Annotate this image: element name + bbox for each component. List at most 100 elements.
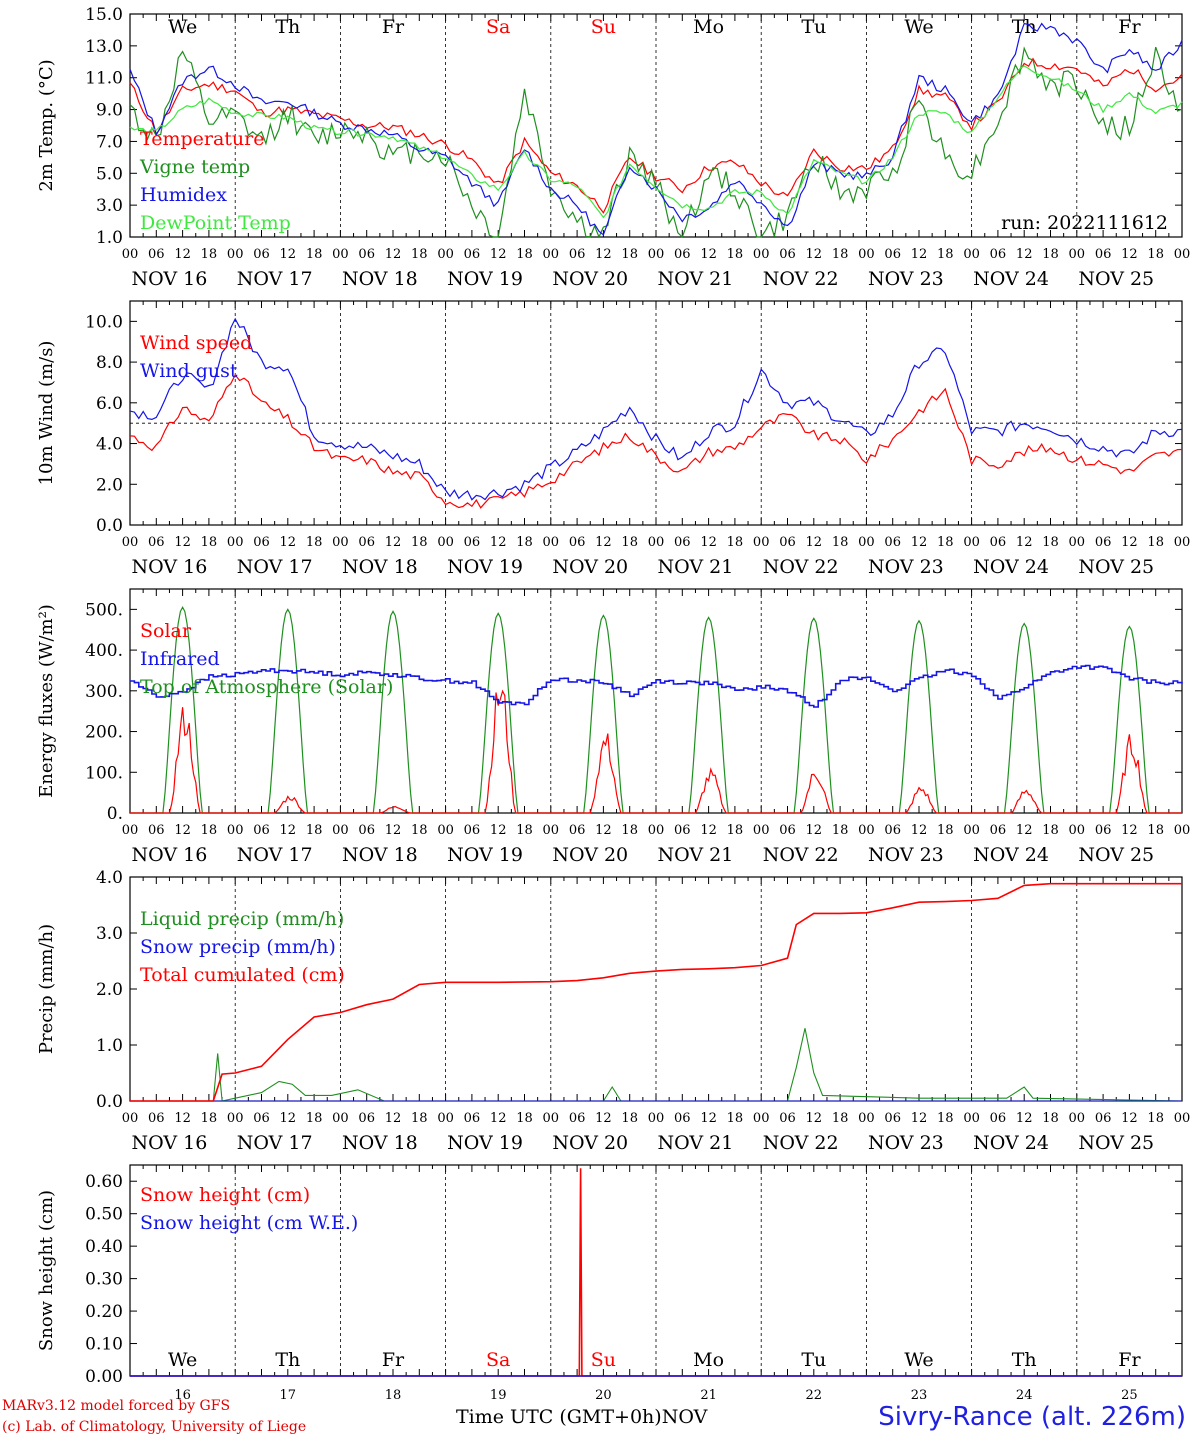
hour-tick-label: 18 (306, 247, 323, 262)
hour-tick-label: 12 (1121, 247, 1138, 262)
hour-tick-label: 12 (490, 1111, 507, 1126)
y-tick-label: 100. (85, 763, 123, 783)
hour-tick-label: 06 (1095, 1111, 1112, 1126)
hour-tick-label: 00 (227, 247, 244, 262)
panel-precip: 0.0 1.0 2.0 3.0 4.0 Precip (mm/h) 00 06 12 18 NOV … (36, 868, 1190, 1154)
hour-tick-label: 00 (1069, 823, 1086, 838)
y-tick-label: 2.0 (96, 475, 123, 495)
hour-tick-label: 12 (1121, 1111, 1138, 1126)
hour-tick-label: 00 (753, 1111, 770, 1126)
date-label: NOV 16 (132, 844, 208, 866)
legend-entry: Vigne temp (139, 156, 250, 178)
hour-tick-label: 00 (648, 1111, 665, 1126)
weekday-label-bottom: We (168, 1349, 197, 1371)
date-label: NOV 21 (658, 1132, 734, 1154)
hour-tick-label: 06 (779, 247, 796, 262)
hour-tick-label: 00 (122, 1111, 139, 1126)
hour-tick-label: 06 (464, 1111, 481, 1126)
hour-tick-label: 18 (832, 823, 849, 838)
hour-tick-label: 12 (700, 823, 717, 838)
date-label: NOV 25 (1078, 556, 1154, 578)
y-tick-label: 0.30 (85, 1270, 123, 1290)
hour-tick-label: 06 (674, 823, 691, 838)
hour-tick-label: 00 (753, 247, 770, 262)
hour-tick-label: 12 (1016, 823, 1033, 838)
hour-tick-label: 18 (1042, 247, 1059, 262)
y-tick-label: 4.0 (96, 435, 123, 455)
y-tick-label: 0.10 (85, 1335, 123, 1355)
date-label: NOV 21 (658, 844, 734, 866)
day-number-label: 22 (806, 1388, 823, 1403)
date-label: NOV 23 (868, 268, 944, 290)
hour-tick-label: 12 (490, 247, 507, 262)
weekday-label-bottom: Tu (801, 1349, 826, 1371)
hour-tick-label: 18 (1147, 247, 1164, 262)
hour-tick-label: 06 (1095, 247, 1112, 262)
temp-series-line (129, 57, 1183, 214)
hour-tick-label: 18 (937, 535, 954, 550)
y-tick-label: 1.0 (96, 1036, 123, 1056)
hour-tick-label: 00 (1069, 247, 1086, 262)
hour-tick-label: 18 (621, 1111, 638, 1126)
date-label: NOV 18 (342, 1132, 418, 1154)
weekday-label-bottom: Fr (382, 1349, 405, 1371)
hour-tick-label: 06 (779, 823, 796, 838)
date-label: NOV 17 (237, 844, 313, 866)
y-tick-label: 2.0 (96, 980, 123, 1000)
hour-tick-label: 12 (1016, 1111, 1033, 1126)
hour-tick-label: 00 (122, 535, 139, 550)
date-label: NOV 16 (132, 268, 208, 290)
hour-tick-label: 06 (148, 823, 165, 838)
hour-tick-label: 00 (858, 1111, 875, 1126)
weekday-label-top: Tu (801, 16, 826, 38)
hour-tick-label: 00 (753, 823, 770, 838)
hour-tick-label: 18 (621, 535, 638, 550)
hour-tick-label: 18 (937, 247, 954, 262)
y-tick-label: 6.0 (96, 394, 123, 414)
y-tick-label: 200. (85, 723, 123, 743)
hour-tick-label: 18 (201, 823, 218, 838)
day-number-label: 17 (280, 1388, 297, 1403)
hour-tick-label: 06 (674, 247, 691, 262)
hour-tick-label: 00 (437, 535, 454, 550)
hour-tick-label: 06 (253, 823, 270, 838)
hour-tick-label: 06 (884, 1111, 901, 1126)
hour-tick-label: 00 (543, 1111, 560, 1126)
legend-entry: Total cumulated (cm) (140, 964, 345, 986)
hour-tick-label: 06 (884, 823, 901, 838)
y-axis-label: 2m Temp. (°C) (36, 59, 57, 191)
weekday-label-top: Th (1012, 16, 1037, 38)
hour-tick-label: 12 (700, 247, 717, 262)
panel-temperature: 1.0 3.0 5.0 7.0 9.0 11.0 13.0 15.0 2m Temp. (°C)… (36, 5, 1190, 290)
date-label: NOV 16 (132, 556, 208, 578)
y-tick-label: 13.0 (85, 37, 123, 57)
hour-tick-label: 12 (806, 1111, 823, 1126)
hour-tick-label: 12 (385, 247, 402, 262)
hour-tick-label: 06 (464, 535, 481, 550)
run-annotation: run: 2022111612 (1001, 212, 1168, 234)
hour-tick-label: 00 (437, 247, 454, 262)
hour-tick-label: 06 (779, 1111, 796, 1126)
weekday-label-bottom: Mo (693, 1349, 724, 1371)
hour-tick-label: 12 (174, 535, 191, 550)
hour-tick-label: 06 (1095, 535, 1112, 550)
hour-tick-label: 00 (122, 823, 139, 838)
hour-tick-label: 00 (648, 823, 665, 838)
weekday-label-bottom: Su (591, 1349, 616, 1371)
hour-tick-label: 18 (832, 535, 849, 550)
precip-series-line (130, 882, 1182, 1102)
month-label: NOV (661, 1406, 708, 1428)
legend-entry: DewPoint Temp (140, 212, 291, 234)
solar-line (130, 689, 1182, 814)
date-label: NOV 18 (342, 268, 418, 290)
hour-tick-label: 18 (516, 823, 533, 838)
hour-tick-label: 18 (411, 535, 428, 550)
hour-tick-label: 12 (385, 1111, 402, 1126)
day-number-label: 21 (700, 1388, 717, 1403)
hour-tick-label: 06 (253, 247, 270, 262)
hour-tick-label: 00 (1069, 535, 1086, 550)
legend-entry: Snow precip (mm/h) (140, 936, 336, 958)
hour-tick-label: 06 (884, 535, 901, 550)
